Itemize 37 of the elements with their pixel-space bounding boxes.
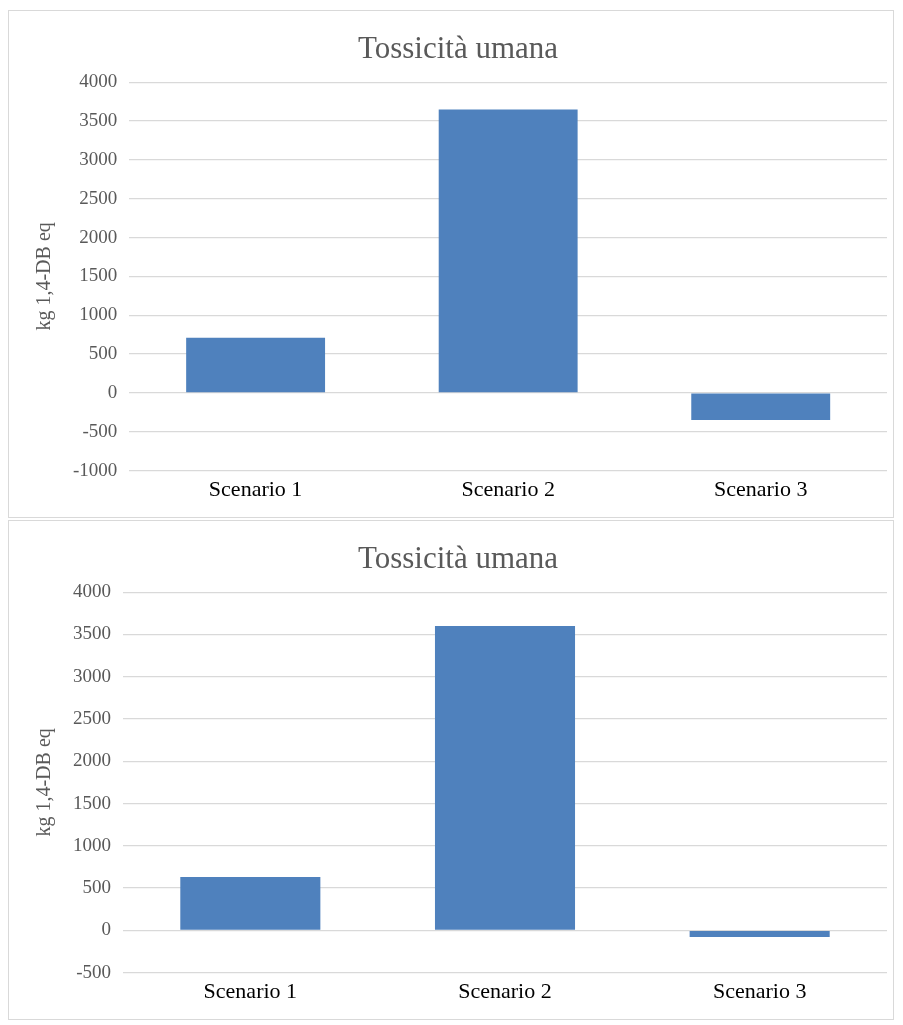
x-tick-label: Scenario 1 — [208, 475, 303, 501]
y-tick-label: 2000 — [79, 225, 118, 247]
y-tick-label: 3500 — [73, 622, 111, 644]
y-axis-title: kg 1,4-DB eq — [32, 728, 56, 837]
y-tick-label: 2000 — [73, 749, 111, 771]
bar — [186, 337, 326, 393]
chart-title: Tossicità umana — [357, 539, 559, 575]
bar — [438, 109, 578, 393]
y-tick-label: 2500 — [73, 706, 111, 728]
bar — [180, 877, 321, 930]
y-tick-label: 0 — [107, 380, 118, 402]
y-tick-label: -500 — [76, 960, 111, 982]
y-tick-label: -1000 — [73, 458, 118, 480]
chart-title: Tossicità umana — [357, 29, 559, 65]
x-tick-label: Scenario 3 — [713, 475, 808, 501]
y-tick-label: 3000 — [79, 147, 118, 169]
y-tick-label: 1000 — [79, 303, 118, 325]
y-tick-label: 4000 — [73, 580, 111, 602]
y-tick-label: -500 — [82, 419, 118, 441]
y-tick-label: 1500 — [79, 264, 118, 286]
y-tick-label: 3500 — [79, 109, 118, 131]
bar — [689, 930, 830, 938]
y-tick-label: 500 — [82, 876, 111, 898]
y-axis-title: kg 1,4-DB eq — [32, 222, 56, 331]
x-tick-label: Scenario 3 — [712, 977, 807, 1003]
x-tick-label: Scenario 1 — [203, 977, 298, 1003]
y-tick-label: 500 — [88, 342, 118, 364]
x-tick-label: Scenario 2 — [458, 977, 552, 1003]
y-tick-label: 1500 — [73, 791, 111, 813]
bar — [434, 626, 576, 930]
y-tick-label: 0 — [101, 918, 111, 940]
y-tick-label: 4000 — [79, 70, 118, 92]
y-tick-label: 2500 — [79, 186, 118, 208]
bar — [691, 393, 831, 421]
y-tick-label: 3000 — [73, 664, 111, 686]
x-tick-label: Scenario 2 — [461, 475, 555, 501]
y-tick-label: 1000 — [73, 833, 111, 855]
